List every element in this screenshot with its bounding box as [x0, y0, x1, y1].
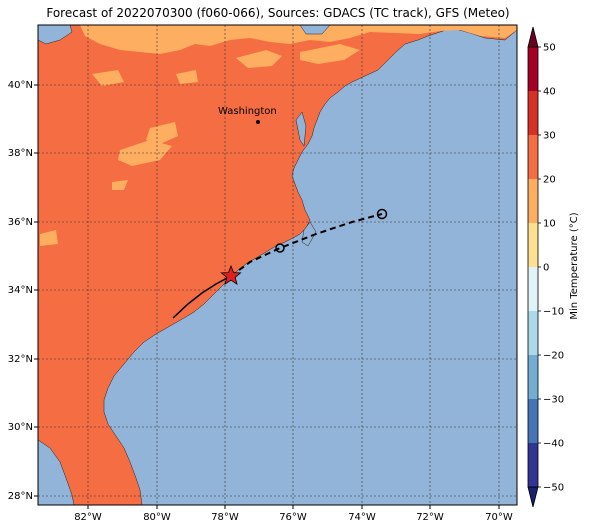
tick-marks: [34, 84, 500, 509]
city-label: Washington: [218, 106, 277, 117]
colorbar-segments: [527, 26, 539, 508]
colorbar-band: [528, 135, 538, 180]
colorbar-band: [528, 355, 538, 400]
colorbar-tick-label: −30: [543, 395, 564, 406]
lon-label-80: 80°W: [143, 512, 171, 523]
colorbar-band: [528, 311, 538, 356]
colorbar-label: Min Temperature (°C): [569, 212, 580, 319]
colorbar-ticks: 50 40 30 20 10 0 −10 −20 −30 −40 −50: [538, 43, 564, 494]
colorbar-tick-label: 20: [543, 175, 556, 186]
lon-label-78: 78°W: [211, 512, 239, 523]
forecast-point-1: [275, 243, 285, 253]
colorbar-band: [528, 47, 538, 92]
colorbar-band: [528, 399, 538, 444]
colorbar-tick-label: 10: [543, 219, 556, 230]
colorbar: 50 40 30 20 10 0 −10 −20 −30 −40 −50 Min Temperatu…: [527, 26, 580, 508]
colorbar-band: [528, 223, 538, 268]
water-bodies: [38, 25, 331, 247]
lon-label-82: 82°W: [74, 512, 102, 523]
lat-label-28: 28°N: [8, 491, 33, 502]
colorbar-tick-label: −50: [543, 483, 564, 494]
lat-label-38: 38°N: [8, 148, 33, 159]
map-title: Forecast of 2022070300 (f060-066), Sourc…: [46, 6, 510, 20]
lat-label-32: 32°N: [8, 354, 33, 365]
colorbar-band: [528, 179, 538, 224]
graticule: [38, 25, 517, 505]
colorbar-extend-top: [527, 26, 539, 48]
colorbar-tick-label: 40: [543, 87, 556, 98]
forecast-point-2: [376, 208, 388, 220]
storm-position-star-icon: [220, 264, 242, 286]
warm-regions: [40, 25, 517, 246]
city-marker: [256, 120, 260, 124]
colorbar-tick-label: −40: [543, 439, 564, 450]
lon-label-70: 70°W: [485, 512, 513, 523]
colorbar-tick-label: −20: [543, 351, 564, 362]
lat-label-30: 30°N: [8, 422, 33, 433]
colorbar-tick-label: 50: [543, 43, 556, 54]
lat-label-40: 40°N: [8, 80, 33, 91]
map-frame: [37, 24, 518, 506]
lon-label-72: 72°W: [416, 512, 444, 523]
colorbar-tick-label: −10: [543, 307, 564, 318]
lat-label-36: 36°N: [8, 217, 33, 228]
colorbar-band: [528, 443, 538, 488]
lon-label-74: 74°W: [348, 512, 376, 523]
lon-label-76: 76°W: [279, 512, 307, 523]
colorbar-extend-bottom: [527, 486, 539, 508]
colorbar-band: [528, 91, 538, 136]
colorbar-tick-label: 30: [543, 131, 556, 142]
colorbar-tick-label: 0: [543, 263, 549, 274]
colorbar-band: [528, 267, 538, 312]
past-track-line: [172, 275, 232, 319]
gulf-water: [38, 439, 75, 505]
map-area: Washington: [38, 25, 517, 505]
lat-label-34: 34°N: [8, 285, 33, 296]
